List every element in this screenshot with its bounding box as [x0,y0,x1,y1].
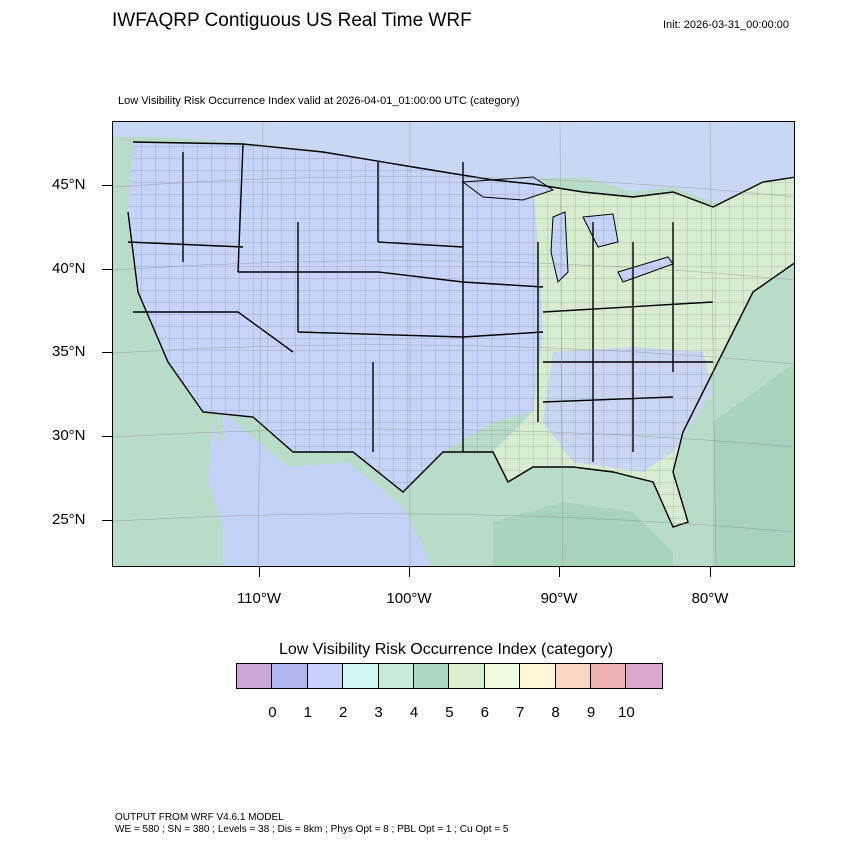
footer-config-line: WE = 580 ; SN = 380 ; Levels = 38 ; Dis … [115,824,509,835]
us-map [113,122,794,566]
lat-label: 45°N [52,176,86,193]
lat-label: 35°N [52,343,86,360]
lon-label: 110°W [236,590,282,607]
lat-tick [102,520,112,521]
colorbar-swatch [626,664,662,688]
footer-model-line: OUTPUT FROM WRF V4.6.1 MODEL [115,812,284,823]
colorbar-swatch [520,664,556,688]
colorbar-tick-label: 10 [618,704,635,721]
colorbar-swatch [378,664,414,688]
colorbar-swatch [413,664,450,688]
colorbar-title: Low Visibility Risk Occurrence Index (ca… [279,641,614,658]
colorbar-tick-label: 6 [480,704,489,721]
colorbar-swatch [449,664,485,688]
lon-label: 100°W [386,590,432,607]
colorbar-swatch [272,664,308,688]
colorbar-swatch [484,664,521,688]
colorbar-tick-label: 2 [339,704,348,721]
colorbar-tick-label: 9 [586,704,596,721]
mexico-land [223,412,433,566]
colorbar-tick-label: 7 [516,704,525,721]
colorbar-swatch [307,664,344,688]
lat-label: 40°N [52,260,86,277]
lat-tick [102,185,112,186]
atlantic [713,363,794,566]
lat-label: 30°N [52,427,86,444]
lat-tick [102,436,112,437]
map-subtitle: Low Visibility Risk Occurrence Index val… [118,95,520,107]
init-time: Init: 2026-03-31_00:00:00 [663,19,789,31]
state-borders [127,141,794,528]
colorbar-swatch [555,664,591,688]
colorbar-tick-label: 5 [445,704,454,721]
canada-land [113,122,794,212]
colorbar [236,663,663,689]
lon-label: 80°W [691,590,729,607]
lon-tick [259,567,260,577]
graticule [113,122,794,566]
lat-tick [102,352,112,353]
colorbar-tick-label: 1 [303,704,312,721]
map-frame [112,121,795,567]
lon-tick [409,567,410,577]
colorbar-tick-label: 4 [409,704,419,721]
plot-title: IWFAQRP Contiguous US Real Time WRF [112,10,472,31]
lat-label: 25°N [52,511,86,528]
lat-tick [102,269,112,270]
lon-tick [559,567,560,577]
colorbar-tick-label: 0 [268,704,277,721]
colorbar-tick-label: 8 [551,704,560,721]
baja-california [208,422,273,566]
lon-tick [710,567,711,577]
colorbar-swatch [343,664,379,688]
colorbar-swatch [237,664,273,688]
gulf-of-mexico [493,502,673,566]
county-lines [128,142,794,527]
lon-label: 90°W [540,590,578,607]
colorbar-tick-label: 3 [374,704,383,721]
colorbar-swatch [590,664,627,688]
